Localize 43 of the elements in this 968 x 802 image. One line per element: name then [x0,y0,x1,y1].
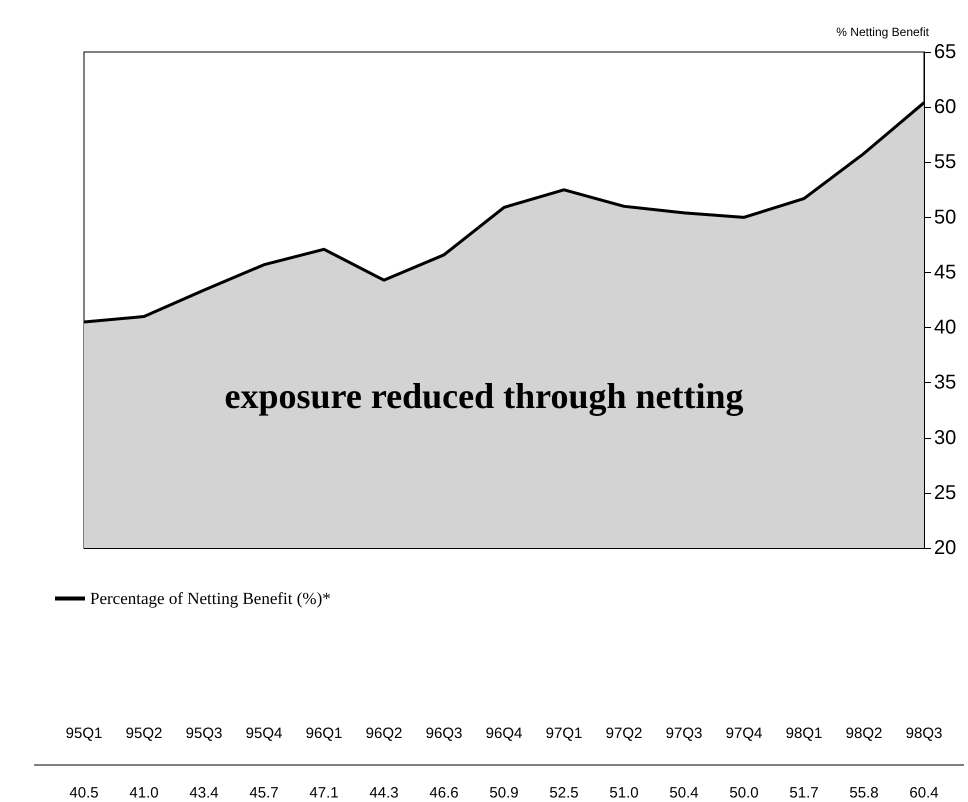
data-label: 43.4 [189,784,219,802]
data-label: 60.4 [909,784,939,802]
y2-tick-label: 30 [934,426,956,449]
data-label: 55.8 [849,784,879,802]
y2-tick-label: 20 [934,537,956,559]
data-label: 45.7 [249,784,279,802]
x-tick-label: 98Q1 [786,725,822,742]
x-tick-label: 98Q2 [846,725,882,742]
y2-axis-title: % Netting Benefit [836,25,930,39]
x-tick-label: 98Q3 [906,725,942,742]
y2-tick-label: 50 [934,206,956,228]
x-tick-label: 96Q3 [426,725,462,742]
x-tick-label: 96Q2 [366,725,402,742]
y2-tick-label: 60 [934,96,956,118]
x-tick-label: 96Q4 [486,725,522,742]
data-label: 50.4 [669,784,699,802]
data-label: 41.0 [129,784,159,802]
x-tick-label: 95Q1 [66,725,102,742]
data-label: 52.5 [549,784,579,802]
data-label: 47.1 [309,784,339,802]
x-tick-label: 97Q3 [666,725,702,742]
y2-tick-label: 65 [934,41,956,63]
x-tick-label: 95Q3 [186,725,222,742]
x-tick-label: 96Q1 [306,725,342,742]
x-tick-label: 95Q4 [246,725,282,742]
data-label: 44.3 [369,784,399,802]
legend-label: Percentage of Netting Benefit (%)* [90,589,331,608]
annotation: exposure reduced through netting [224,376,744,416]
x-tick-label: 97Q4 [726,725,762,742]
y2-tick-label: 25 [934,482,956,504]
data-label: 51.7 [789,784,819,802]
data-label: 46.6 [429,784,459,802]
data-label: 50.0 [729,784,759,802]
x-tick-label: 95Q2 [126,725,162,742]
y2-tick-label: 45 [934,261,956,284]
y2-tick-label: 40 [934,316,956,339]
y2-tick-label: 55 [934,151,956,174]
data-label: 51.0 [609,784,639,802]
y2-tick-label: 35 [934,372,956,394]
x-tick-label: 97Q1 [546,725,582,742]
x-tick-label: 97Q2 [606,725,642,742]
data-label: 40.5 [69,784,99,802]
data-label: 50.9 [489,784,519,802]
